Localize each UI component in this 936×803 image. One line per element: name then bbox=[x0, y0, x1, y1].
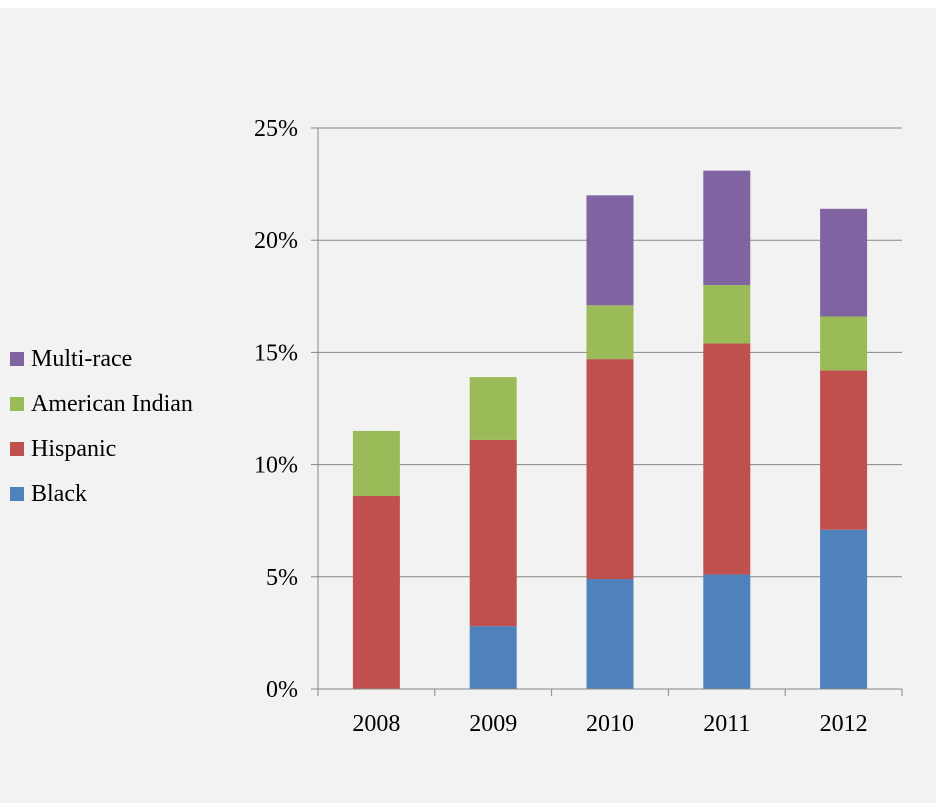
bar-segment-hispanic-2011 bbox=[703, 343, 751, 575]
legend-item-black: Black bbox=[10, 481, 87, 507]
bars bbox=[352, 170, 868, 689]
bar-segment-black-2011 bbox=[703, 574, 751, 689]
bar-segment-hispanic-2009 bbox=[469, 439, 517, 627]
bar-segment-black-2010 bbox=[586, 579, 634, 689]
x-tick-label: 2009 bbox=[469, 711, 517, 737]
legend-label: Hispanic bbox=[31, 436, 116, 462]
x-tick-label: 2011 bbox=[703, 711, 750, 737]
legend-label: Multi-race bbox=[31, 346, 132, 372]
bar-segment-black-2012 bbox=[820, 529, 868, 689]
bar-segment-american-indian-2011 bbox=[703, 285, 751, 344]
x-axis: 2008 2009 2010 2011 2012 bbox=[317, 688, 903, 737]
chart-area: 0% 5% 10% 15% 20% 25% 2008 2009 2010 2011 2012 Mu… bbox=[0, 8, 936, 803]
legend-item-multi-race: Multi-race bbox=[10, 346, 132, 372]
bar-segment-hispanic-2012 bbox=[820, 370, 868, 530]
bar-segment-black-2009 bbox=[469, 626, 517, 689]
legend-item-american-indian: American Indian bbox=[10, 391, 193, 417]
x-tick-label: 2012 bbox=[820, 711, 868, 737]
legend-swatch bbox=[10, 397, 24, 411]
y-tick-label: 5% bbox=[266, 565, 298, 591]
bar-segment-multi-race-2011 bbox=[703, 170, 751, 286]
bar-segment-american-indian-2009 bbox=[469, 377, 517, 440]
bar-segment-hispanic-2008 bbox=[352, 496, 400, 689]
y-axis: 0% 5% 10% 15% 20% 25% bbox=[254, 116, 319, 703]
y-tick-label: 20% bbox=[254, 228, 298, 254]
x-tick-label: 2010 bbox=[586, 711, 634, 737]
legend-label: American Indian bbox=[31, 391, 193, 417]
bar-segment-multi-race-2012 bbox=[820, 208, 868, 317]
bar-segment-american-indian-2012 bbox=[820, 316, 868, 371]
y-tick-label: 0% bbox=[266, 677, 298, 703]
legend-swatch bbox=[10, 442, 24, 456]
stacked-bar-chart: 0% 5% 10% 15% 20% 25% 2008 2009 2010 2011 2012 Mu… bbox=[10, 116, 903, 737]
bar-segment-american-indian-2010 bbox=[586, 305, 634, 360]
legend-label: Black bbox=[31, 481, 87, 507]
bar-segment-multi-race-2010 bbox=[586, 195, 634, 306]
bar-segment-hispanic-2010 bbox=[586, 359, 634, 580]
bar-segment-american-indian-2008 bbox=[352, 430, 400, 497]
legend-swatch bbox=[10, 352, 24, 366]
y-tick-label: 25% bbox=[254, 116, 298, 142]
legend: Multi-race American Indian Hispanic Black bbox=[10, 346, 193, 507]
y-tick-label: 10% bbox=[254, 453, 298, 479]
y-tick-label: 15% bbox=[254, 340, 298, 366]
legend-swatch bbox=[10, 487, 24, 501]
legend-item-hispanic: Hispanic bbox=[10, 436, 116, 462]
x-tick-label: 2008 bbox=[352, 711, 400, 737]
